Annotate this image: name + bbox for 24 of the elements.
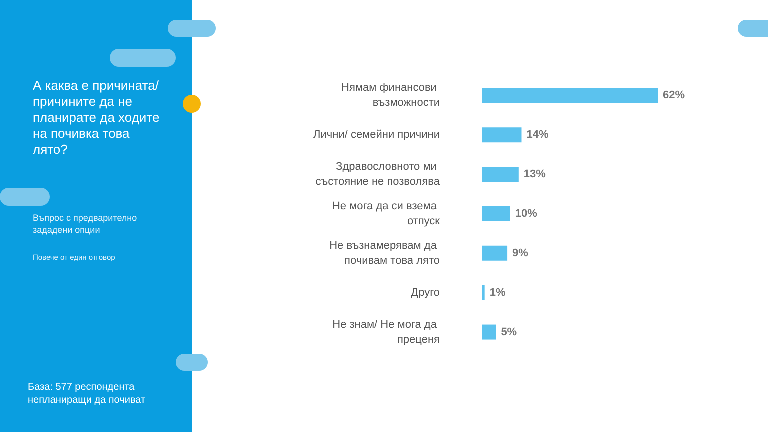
data-label: 5% [501, 326, 518, 338]
y-tick-label: Здравословното ми състояние не позволява [316, 161, 441, 188]
bar [482, 128, 522, 143]
bar [482, 167, 519, 182]
data-label: 10% [515, 208, 538, 220]
bar [482, 88, 658, 104]
text: А каква е причината/ причините да не планирате да ходите на почивка това лято? [33, 78, 161, 158]
data-label: 1% [490, 286, 506, 299]
text: Въпрос с предварително зададени опции [33, 212, 138, 236]
text: База: 577 респондента непланиращи да почиват [28, 381, 147, 407]
bar [482, 246, 508, 261]
y-tick-label: Не знам/ Не мога да преценя [332, 318, 440, 346]
bar [482, 324, 496, 340]
data-label: 62% [663, 90, 686, 102]
bar [482, 206, 510, 222]
y-tick-label: Лични/ семейни причини [314, 129, 440, 142]
data-label: 9% [512, 247, 529, 260]
data-label: 13% [524, 168, 546, 181]
y-tick-label: Не мога да си взема отпуск [332, 200, 440, 228]
bar [482, 285, 485, 300]
y-tick-label: Нямам финансови възможности [342, 82, 440, 110]
y-tick-label: Не възнамерявам да почивам това лято [330, 240, 440, 267]
data-label: 14% [526, 129, 549, 142]
y-tick-label: Друго [411, 286, 440, 299]
